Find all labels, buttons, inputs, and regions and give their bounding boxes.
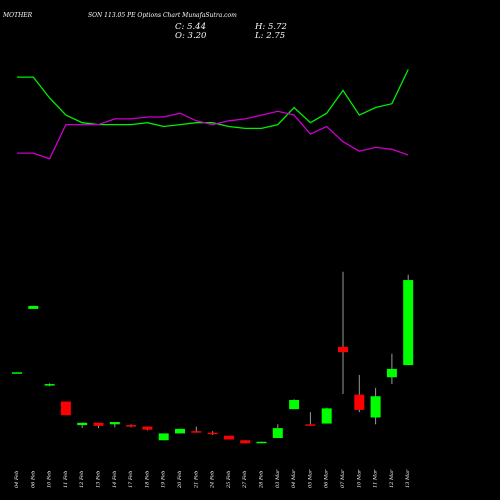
candle-body [386, 368, 397, 378]
chart-title-left: MOTHER [3, 12, 33, 19]
x-tick-label: 20 Feb [177, 471, 183, 489]
overlay-line-2 [17, 110, 409, 160]
x-tick-label: 05 Mar [307, 469, 313, 488]
x-tick-label: 14 Feb [112, 471, 118, 488]
candle-body [12, 372, 22, 374]
candle-body [28, 305, 39, 309]
candle-body [370, 396, 381, 418]
candle-body [305, 424, 316, 426]
x-tick-label: 12 Mar [389, 469, 395, 488]
candle-body [93, 422, 104, 426]
x-tick-label: 13 Feb [96, 471, 102, 488]
x-tick-label: 13 Mar [405, 469, 411, 488]
candle-body [272, 428, 283, 438]
candle-body [158, 433, 169, 441]
x-tick-label: 10 Feb [47, 471, 53, 488]
overlay-line-1 [17, 69, 409, 130]
x-tick-label: 18 Feb [144, 471, 150, 488]
x-tick-label: 27 Feb [242, 471, 248, 489]
open-value: O: 3.20 [175, 31, 207, 41]
x-tick-label: 24 Feb [210, 471, 216, 489]
candle-body [142, 426, 153, 430]
chart-title: SON 113.05 PE Options Chart MunafaSutra.… [88, 12, 237, 19]
x-tick-label: 06 Feb [30, 471, 36, 488]
candle-body [256, 441, 267, 444]
close-value: C: 5.44 [175, 22, 206, 32]
x-tick-label: 25 Feb [226, 471, 232, 489]
candle-body [403, 280, 414, 366]
candle-body [240, 440, 251, 444]
x-tick-label: 11 Feb [63, 471, 69, 488]
x-tick-label: 07 Mar [340, 469, 346, 488]
candle-body [207, 432, 218, 435]
candle-body [109, 422, 120, 425]
x-tick-label: 06 Mar [324, 469, 330, 488]
candle-body [354, 394, 365, 410]
candle-body [223, 435, 234, 440]
x-tick-label: 03 Mar [275, 469, 281, 488]
x-tick-label: 11 Mar [373, 469, 379, 488]
x-tick-label: 21 Feb [193, 471, 199, 489]
low-value: L: 2.75 [255, 31, 286, 41]
x-tick-label: 19 Feb [161, 471, 167, 488]
candle-body [60, 401, 71, 416]
x-tick-label: 10 Mar [356, 469, 362, 488]
candle-body [44, 384, 55, 386]
candle-body [289, 400, 300, 410]
x-tick-label: 28 Feb [259, 471, 265, 489]
x-tick-label: 17 Feb [128, 471, 134, 488]
high-value: H: 5.72 [255, 22, 287, 32]
x-tick-label: 04 Mar [291, 469, 297, 488]
candle-body [338, 346, 348, 353]
x-tick-label: 12 Feb [79, 471, 85, 488]
candle-body [77, 422, 88, 426]
candle-body [175, 428, 185, 434]
x-tick-label: 04 Feb [14, 471, 20, 488]
candle-body [126, 425, 137, 427]
candle-body [191, 431, 202, 433]
candle-body [321, 408, 332, 424]
